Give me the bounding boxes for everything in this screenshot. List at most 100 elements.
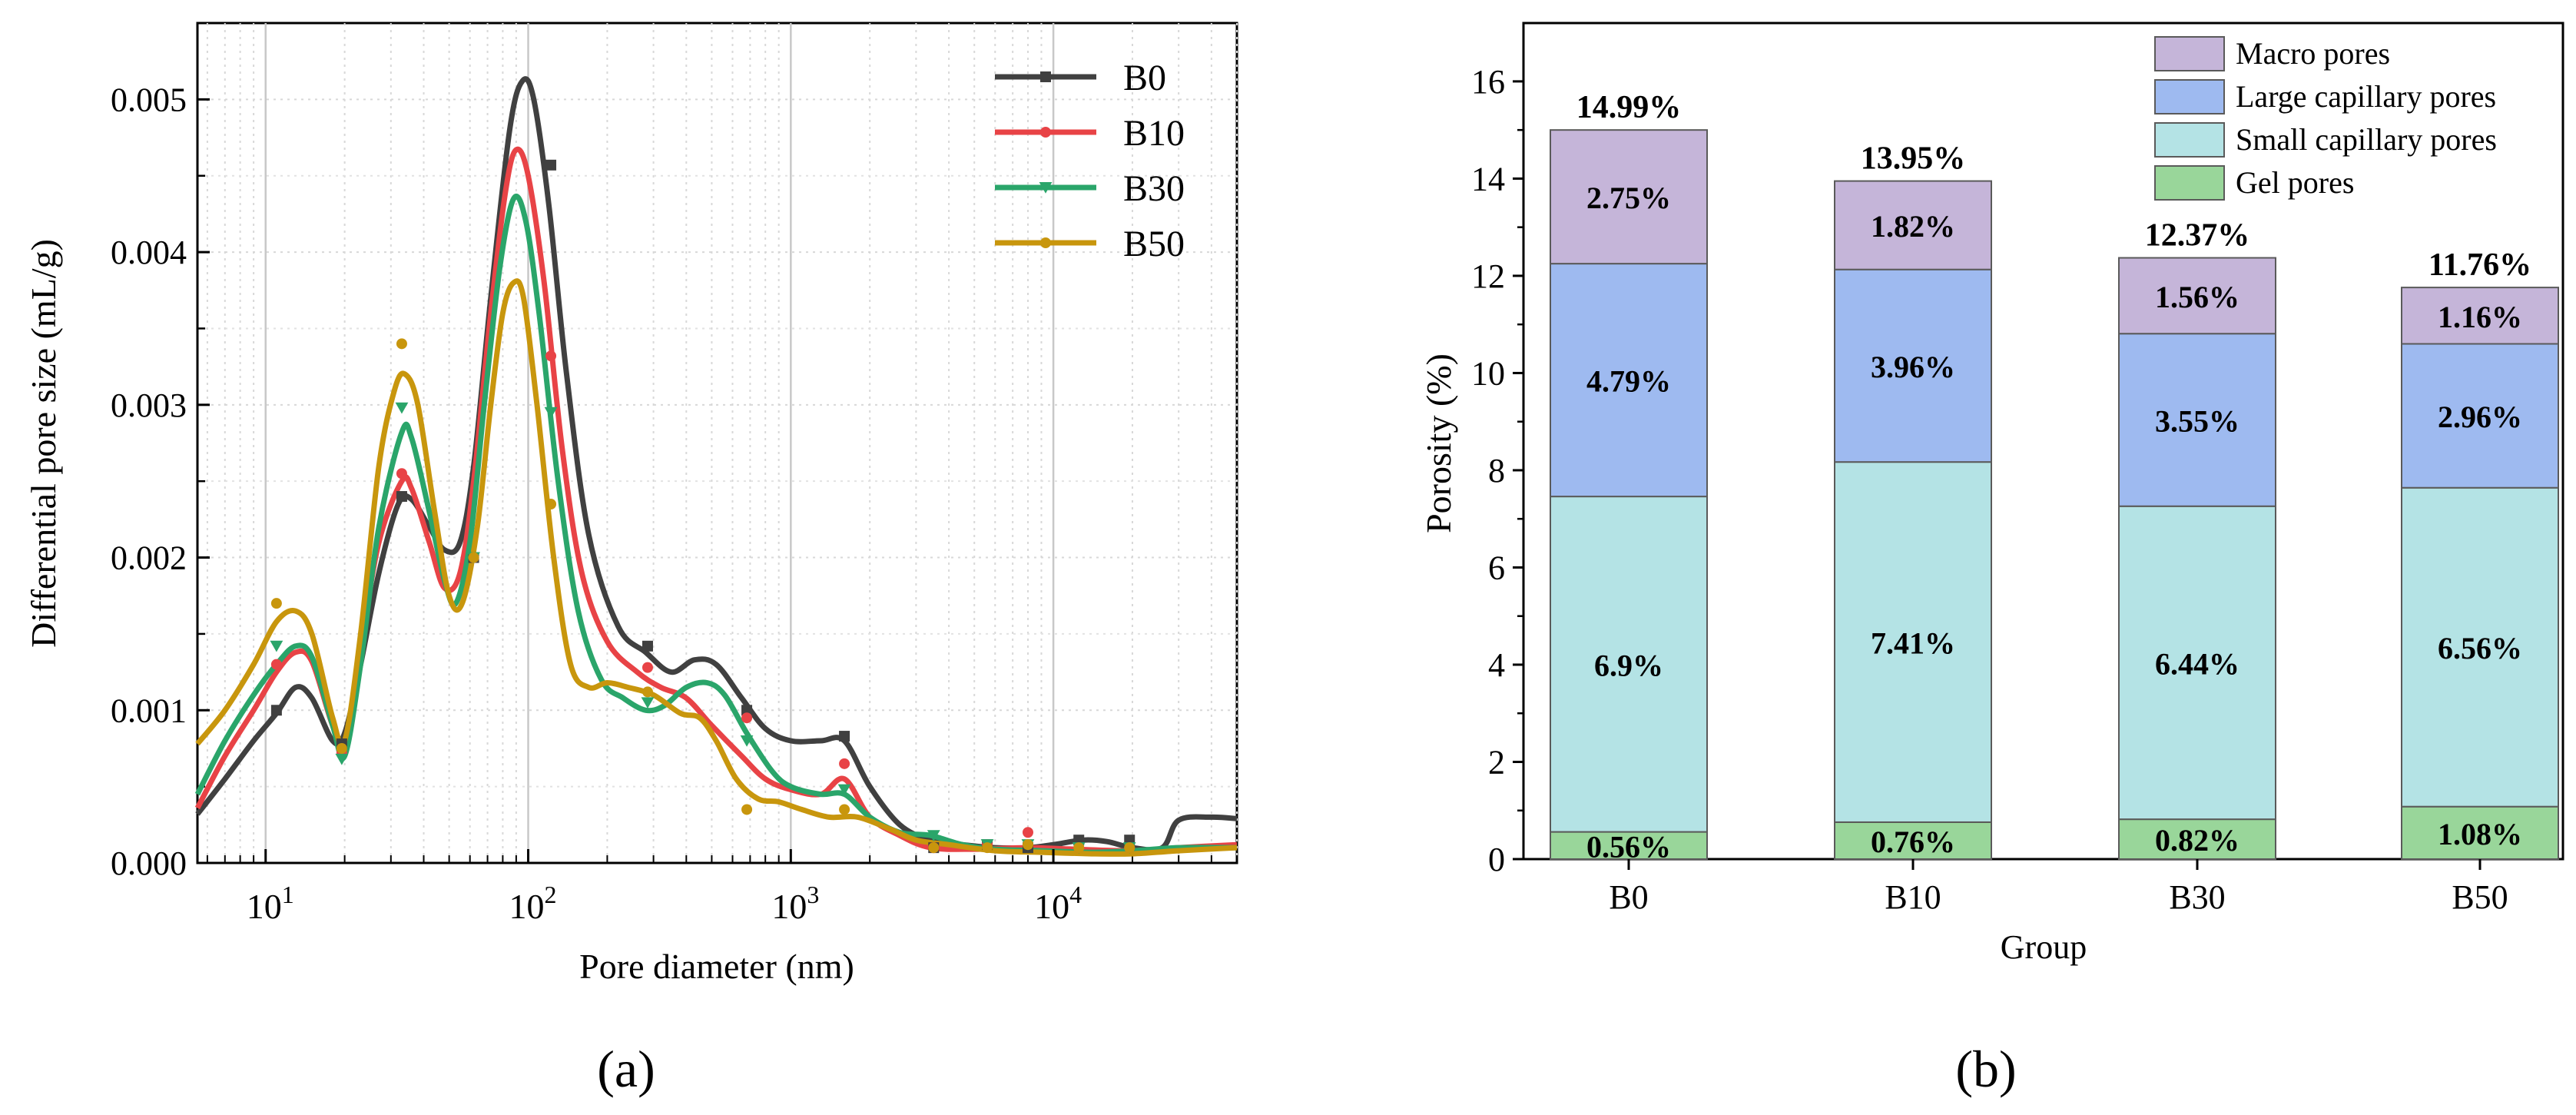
data-point-b50 — [545, 498, 557, 509]
bar-segment-label: 0.76% — [1871, 825, 1955, 859]
panel-b-x-tick-label: B10 — [1885, 878, 1941, 916]
data-point-b0 — [741, 705, 753, 716]
series-line-b30 — [194, 193, 1238, 855]
bar-segment-label: 1.82% — [1871, 209, 1955, 244]
legend-swatch-small-capillary-pores — [2154, 122, 2225, 158]
panel-a-gridlines — [197, 23, 1238, 863]
bar-segment-label: 3.55% — [2155, 403, 2239, 438]
panel-b-y-tick-label: 0 — [1488, 841, 1505, 878]
panel-a-x-tick-exponent: 2 — [545, 881, 557, 908]
bar-segment-b50-small-capillary-pores — [2401, 486, 2559, 808]
bar-segment-label: 1.16% — [2438, 300, 2522, 334]
panel-b-x-tick-label: B0 — [1609, 878, 1648, 916]
bar-segment-b0-small-capillary-pores — [1550, 496, 1708, 833]
bar-segment-b10-macro-pores — [1834, 180, 1992, 270]
panel-b-x-axis-title: Group — [2001, 928, 2087, 966]
data-point-b0 — [839, 731, 850, 742]
panel-b-y-axis: 0 2 4 6 8 10 12 14 16 — [1471, 63, 1523, 878]
data-point-b30 — [837, 784, 851, 796]
legend-label-b0: B0 — [1123, 58, 1166, 98]
data-point-b10 — [396, 468, 407, 480]
data-point-b30 — [740, 735, 754, 747]
data-point-b0 — [396, 491, 407, 503]
legend-label-b50: B50 — [1123, 224, 1185, 264]
panel-a-series-markers — [270, 159, 1136, 854]
data-point-b0 — [270, 705, 282, 716]
bar-segment-b30-macro-pores — [2118, 257, 2276, 335]
bar-segment-label: 0.82% — [2155, 823, 2239, 858]
data-point-b30 — [335, 753, 349, 765]
panel-a-x-axis: 101 102 103 104 — [247, 849, 1082, 926]
panel-a-y-axis-title: Differential pore size (mL/g) — [24, 239, 63, 648]
panel-a-x-tick-base: 10 — [247, 887, 282, 926]
legend-label-small-capillary-pores: Small capillary pores — [2236, 122, 2497, 157]
data-point-b30 — [544, 407, 558, 419]
panel-a-legend: B0 B10 B30 B50 — [995, 58, 1185, 264]
bar-segment-b0-macro-pores — [1550, 129, 1708, 265]
legend-label-large-capillary-pores: Large capillary pores — [2236, 79, 2496, 114]
bar-total-label: 14.99% — [1576, 90, 1682, 125]
panel-b-y-tick-label: 12 — [1471, 257, 1505, 295]
legend-label-b30: B30 — [1123, 168, 1185, 209]
bar-segment-label: 4.79% — [1586, 364, 1671, 399]
panel-b-label: (b) — [1955, 1040, 2016, 1098]
panel-a-x-tick-label: 101 — [247, 881, 294, 926]
panel-a-y-tick-label: 0.001 — [111, 692, 187, 729]
panel-b-y-tick-label: 6 — [1488, 549, 1505, 586]
panel-a-y-tick-label: 0.004 — [111, 234, 187, 271]
data-point-b50 — [468, 552, 479, 563]
bar-segment-b30-gel-pores — [2118, 818, 2276, 861]
data-point-b10 — [839, 758, 850, 769]
bar-segment-b50-macro-pores — [2401, 287, 2559, 345]
panel-a-y-tick-label: 0.000 — [111, 845, 187, 882]
bar-segment-b50-large-capillary-pores — [2401, 343, 2559, 489]
bar-segment-label: 2.75% — [1586, 181, 1671, 215]
panel-b-y-axis-title: Porosity (%) — [1419, 353, 1458, 533]
data-point-b10 — [1022, 827, 1033, 838]
data-point-b30 — [395, 402, 409, 414]
legend-swatch-large-capillary-pores — [2154, 79, 2225, 114]
panel-b-y-tick-label: 2 — [1488, 743, 1505, 781]
panel-a-minor-ticks — [197, 174, 1238, 863]
data-point-b50 — [741, 804, 753, 815]
panel-a-x-tick-base: 10 — [509, 887, 545, 926]
bar-segment-label: 7.41% — [1871, 626, 1955, 661]
legend-marker-b10 — [1040, 127, 1051, 138]
panel-a-x-tick-exponent: 4 — [1069, 881, 1082, 908]
legend-swatch-gel-pores — [2154, 165, 2225, 201]
bar-segment-label: 1.08% — [2438, 817, 2522, 851]
panel-a-plot-frame — [196, 22, 1238, 864]
bar-segment-label: 6.44% — [2155, 646, 2239, 681]
panel-a-x-tick-exponent: 1 — [282, 881, 294, 908]
data-point-b50 — [642, 686, 653, 698]
bar-segment-b10-large-capillary-pores — [1834, 268, 1992, 463]
panel-a-x-axis-title: Pore diameter (nm) — [579, 947, 854, 986]
data-point-b50 — [1073, 842, 1085, 854]
bar-segment-label: 2.96% — [2438, 400, 2522, 434]
panel-a-x-tick-base: 10 — [771, 887, 807, 926]
panel-b-legend: Macro pores Large capillary pores Small ca… — [2154, 36, 2497, 201]
data-point-b0 — [642, 640, 653, 652]
data-point-b0 — [545, 159, 557, 171]
legend-swatch-macro-pores — [2154, 36, 2225, 71]
panel-a-series-curves — [194, 76, 1238, 857]
bar-segment-label: 1.56% — [2155, 280, 2239, 314]
legend-label-b10: B10 — [1123, 113, 1185, 154]
panel-b-chart: 0.56% 6.9% 4.79% 2.75% 14.99% 0.76% 7.41% 3.96%… — [1419, 22, 2564, 1098]
panel-b-y-tick-label: 10 — [1471, 354, 1505, 392]
bar-segment-b0-large-capillary-pores — [1550, 263, 1708, 498]
panel-a-x-tick-label: 102 — [509, 881, 557, 926]
panel-b-x-tick-label: B30 — [2169, 878, 2225, 916]
bar-segment-label: 0.56% — [1586, 829, 1671, 864]
panel-b-y-tick-label: 14 — [1471, 160, 1505, 197]
data-point-b50 — [1124, 842, 1135, 854]
data-point-b50 — [396, 338, 407, 350]
data-point-b30 — [270, 640, 283, 652]
data-point-b10 — [642, 662, 653, 673]
legend-label-macro-pores: Macro pores — [2236, 36, 2390, 71]
bar-segment-b30-small-capillary-pores — [2118, 505, 2276, 821]
data-point-b10 — [270, 659, 282, 670]
data-point-b30 — [641, 697, 655, 709]
panel-a-y-tick-label: 0.002 — [111, 539, 187, 577]
